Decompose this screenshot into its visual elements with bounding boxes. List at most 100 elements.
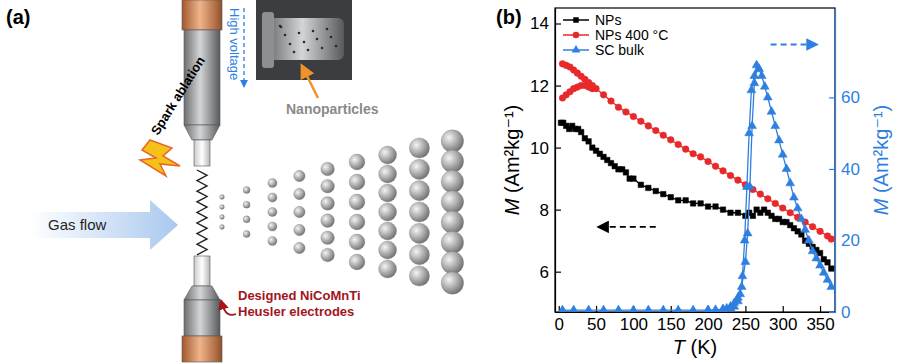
tick-mark	[555, 85, 561, 86]
plot-frame	[555, 8, 835, 312]
data-point	[754, 64, 763, 72]
particle	[268, 207, 277, 216]
particle	[321, 231, 335, 245]
data-point	[760, 82, 769, 90]
photo-particle	[284, 34, 287, 37]
data-point	[630, 113, 637, 120]
data-point	[738, 271, 747, 279]
tick-mark	[555, 147, 561, 148]
data-point	[689, 305, 698, 312]
tick-mark	[745, 306, 746, 312]
legend: NPsNPs 400 °CSC bulk	[563, 12, 668, 58]
tick-label: 200	[694, 315, 722, 334]
gas-label: Gas flow	[48, 216, 107, 233]
data-point	[569, 305, 578, 312]
tick: 12	[530, 76, 561, 95]
series-line	[562, 65, 831, 310]
data-point	[584, 305, 593, 312]
data-point	[819, 268, 828, 276]
particle	[409, 138, 429, 158]
particle	[243, 201, 250, 208]
photo-particle	[307, 49, 310, 52]
data-point	[787, 209, 794, 216]
data-point	[765, 195, 772, 202]
data-point	[659, 305, 668, 312]
data-point	[793, 203, 802, 211]
photo-background	[256, 0, 352, 80]
electrodes-label: Designed NiCoMnTiHeusler electrodes	[238, 288, 361, 319]
data-point	[638, 182, 643, 187]
lightning-icon	[140, 140, 180, 176]
data-point	[767, 107, 776, 115]
axis: 68101214	[530, 9, 561, 313]
particle	[220, 205, 225, 210]
photo-particle	[335, 45, 338, 48]
particle	[409, 159, 429, 179]
panel-label: (b)	[496, 6, 522, 28]
legend-marker	[573, 32, 580, 39]
data-area	[558, 60, 835, 312]
data-point	[786, 178, 795, 186]
electrode-taper	[184, 125, 220, 140]
data-point	[720, 168, 727, 175]
legend-item: NPs	[563, 12, 621, 28]
legend-item: SC bulk	[563, 42, 645, 58]
particle	[349, 154, 365, 170]
data-point	[754, 64, 763, 72]
particle	[379, 165, 397, 183]
data-point	[748, 121, 757, 129]
data-point	[735, 210, 740, 215]
tick-label: 6	[540, 263, 549, 282]
data-point	[599, 305, 608, 312]
particle	[409, 266, 429, 286]
tick-label: 14	[530, 14, 549, 33]
data-point	[675, 141, 682, 148]
data-point	[741, 257, 750, 265]
data-point	[757, 71, 766, 79]
gas-arrow	[30, 200, 178, 250]
tick-label: 0	[841, 303, 850, 322]
data-point	[743, 228, 752, 236]
data-point	[823, 275, 832, 283]
data-point	[817, 250, 822, 255]
data-point	[682, 146, 689, 153]
data-point	[675, 198, 680, 203]
photo	[256, 0, 352, 80]
data-point	[728, 210, 733, 215]
tick-label: 250	[732, 315, 760, 334]
tick-label: 60	[841, 88, 860, 107]
data-point	[771, 121, 780, 129]
tick-label: 20	[841, 231, 860, 250]
tick-mark	[783, 306, 784, 312]
tick-mark	[555, 272, 561, 273]
axis: 0204060	[829, 9, 860, 322]
data-point	[690, 201, 695, 206]
electrode-taper	[184, 286, 220, 300]
particle	[441, 191, 463, 213]
spark-label: Spark ablation	[148, 54, 208, 138]
tick-label: 350	[806, 315, 834, 334]
data-point	[775, 135, 784, 143]
tick-mark	[829, 97, 835, 98]
tick-mark	[555, 23, 561, 24]
photo-particle	[279, 25, 282, 28]
particle	[379, 222, 397, 240]
particle	[268, 222, 277, 231]
particle	[243, 231, 250, 238]
data-point	[644, 305, 653, 312]
particle	[220, 195, 225, 200]
tick-mark	[671, 306, 672, 312]
particle	[349, 214, 365, 230]
data-point	[629, 305, 638, 312]
data-point	[697, 154, 704, 161]
data-point	[608, 98, 615, 105]
photo-cylinder	[268, 18, 344, 60]
data-point	[661, 191, 666, 196]
particle	[294, 206, 305, 217]
tick: 350	[806, 306, 834, 334]
particle	[409, 181, 429, 201]
data-point	[614, 305, 623, 312]
particle	[321, 162, 335, 176]
photo-ring	[262, 12, 274, 68]
data-point	[790, 192, 799, 200]
